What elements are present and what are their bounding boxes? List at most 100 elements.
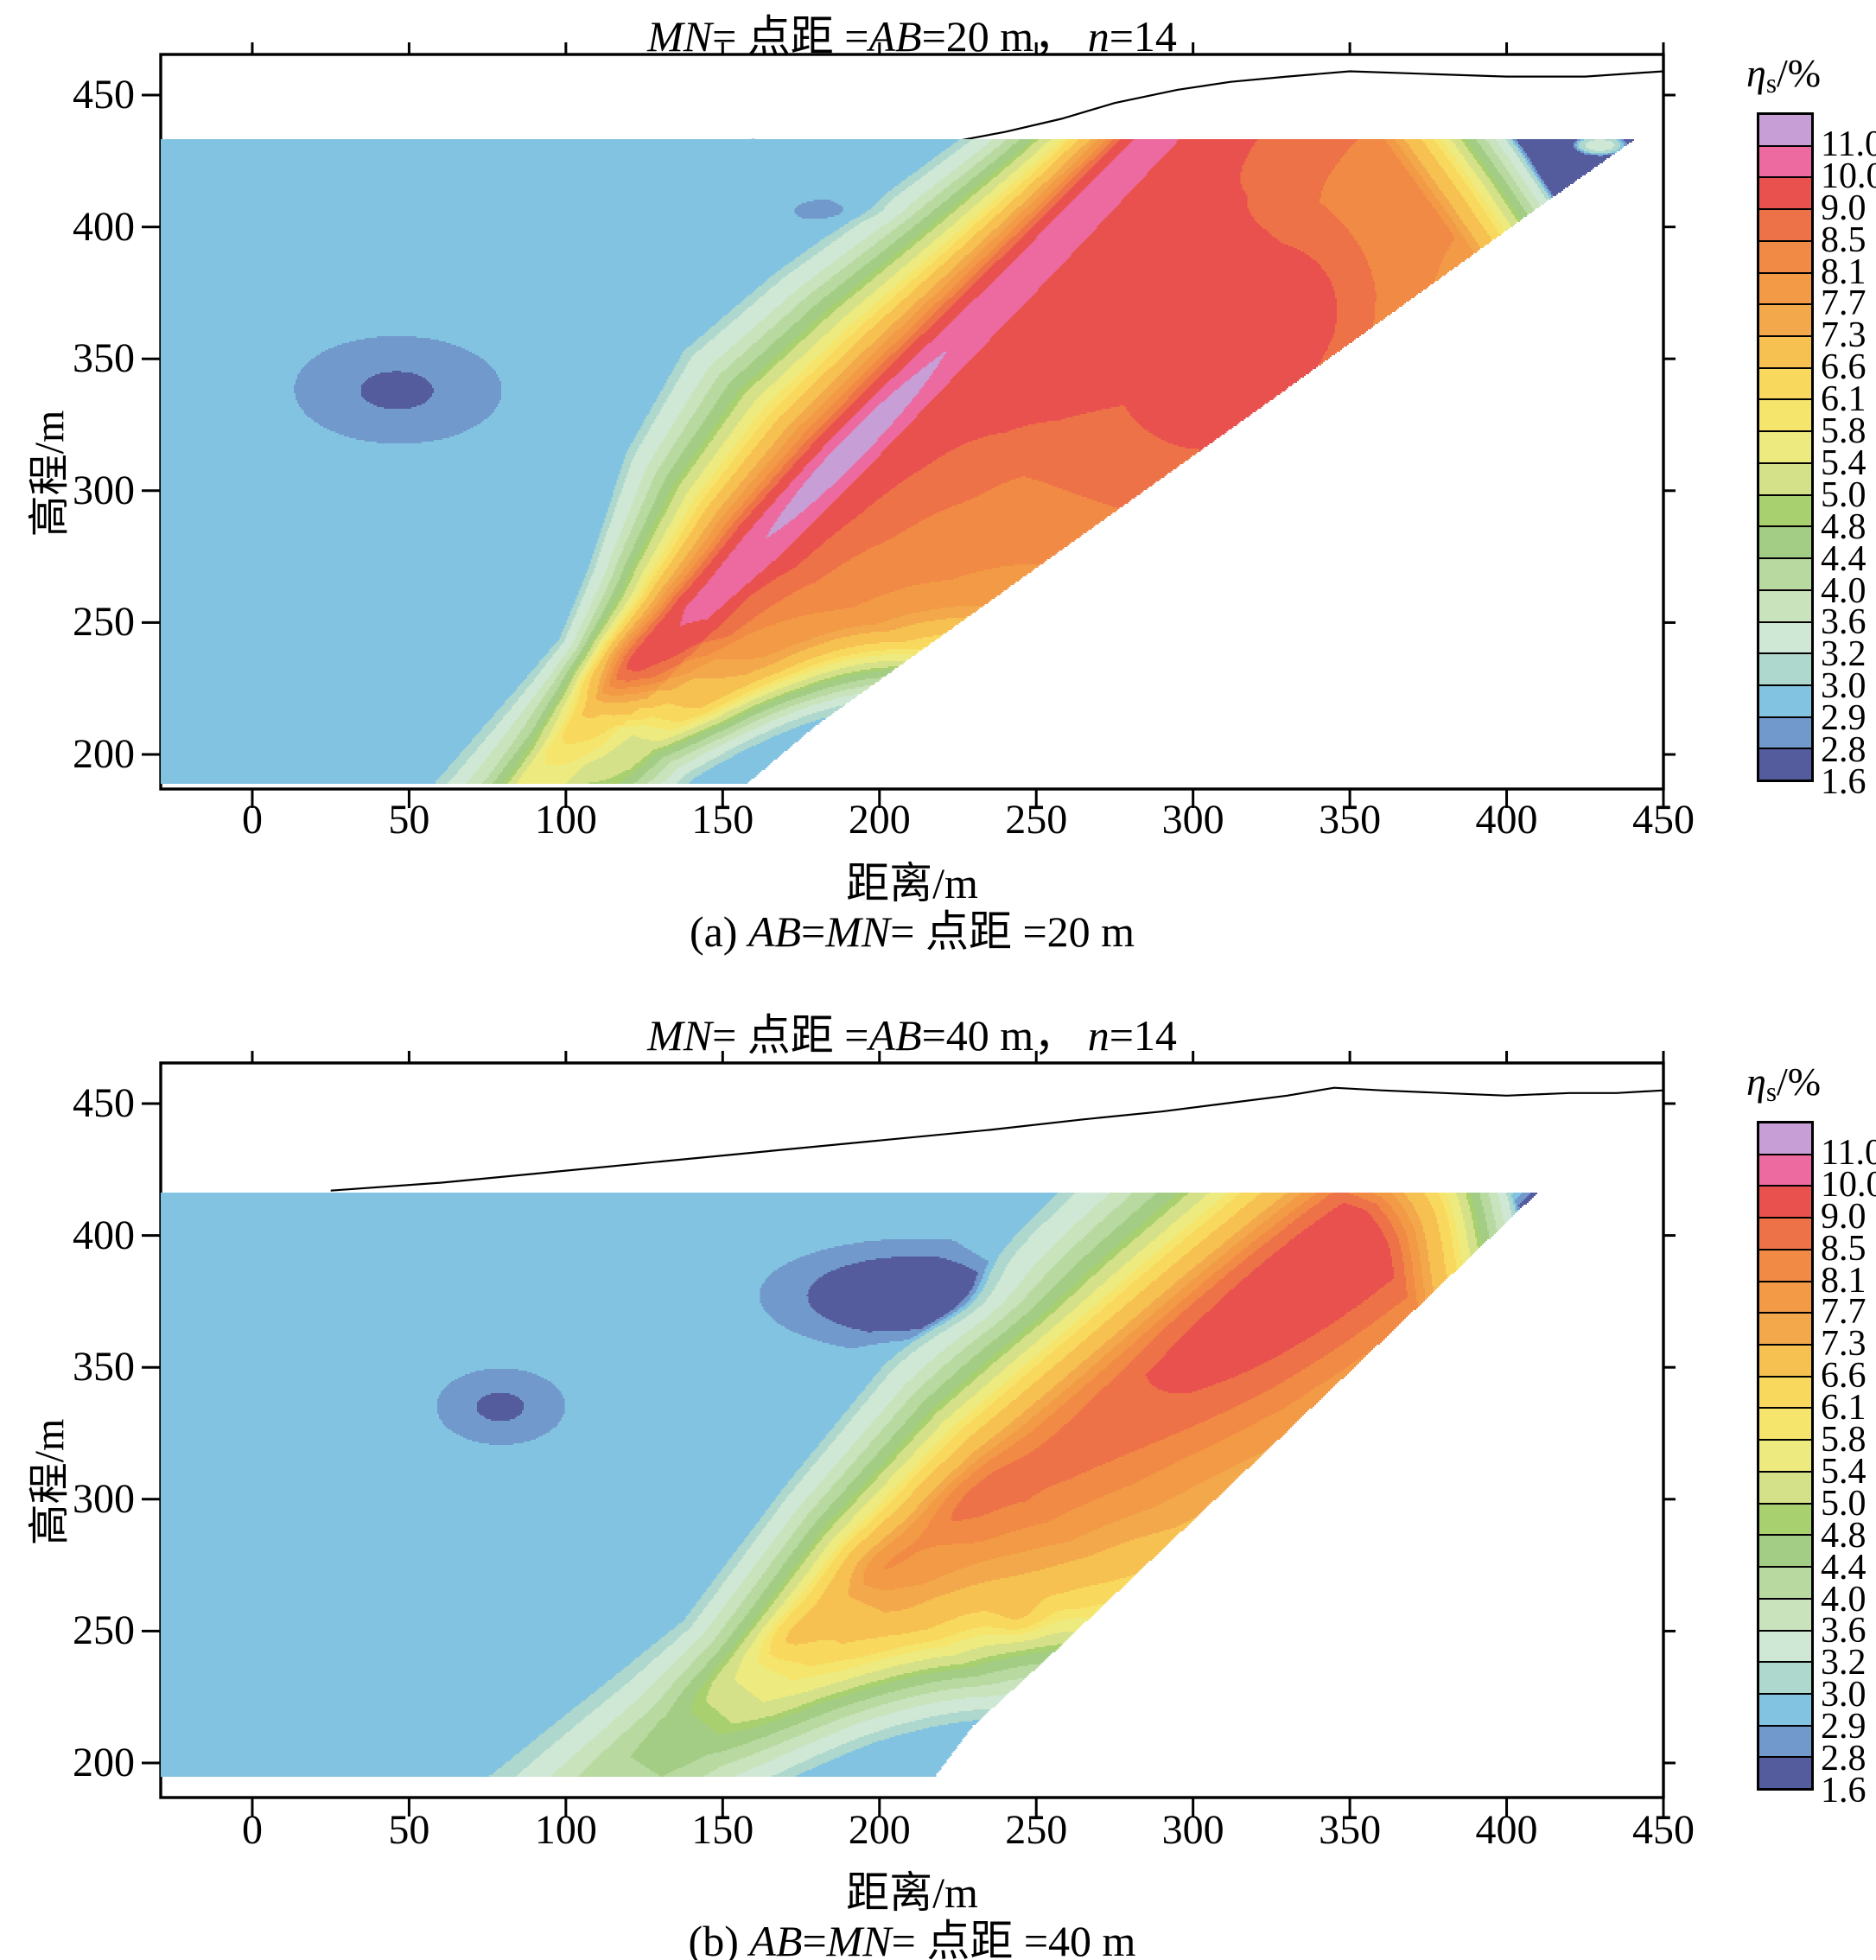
colorbar-band [1759,115,1811,145]
colorbar-band [1759,1566,1811,1598]
y-tick-label-b: 300 [73,1475,135,1522]
colorbar-tick-label-a: 4.4 [1821,538,1866,579]
colorbar-band [1759,1502,1811,1535]
x-tick-label-b: 50 [388,1807,430,1853]
x-tick-label-a: 300 [1161,797,1224,843]
x-tick-label-a: 400 [1475,797,1538,843]
colorbar-band [1759,271,1811,304]
x-tick-label-b: 250 [1005,1807,1068,1853]
colorbar-band [1759,620,1811,653]
colorbar-tick-label-b: 5.8 [1821,1420,1866,1460]
x-tick-label-a: 50 [388,797,430,843]
plot-a-title: MN= 点距 =AB=20 m， n=14 [647,2,1177,64]
colorbar-tick-label-b: 6.1 [1821,1388,1866,1429]
y-tick-label-a: 250 [73,599,135,646]
x-tick-label-a: 450 [1632,797,1695,843]
x-tick-label-a: 250 [1005,797,1068,843]
plot-b-title: MN= 点距 =AB=40 m， n=14 [647,1001,1177,1063]
text-segment: = 点距 =20 m [890,907,1135,956]
y-axis-label-a: 高程/m [27,410,73,538]
colorbar-tick-label-a: 7.7 [1821,283,1866,324]
colorbar-band [1759,652,1811,684]
colorbar-band [1759,1724,1811,1757]
y-tick-label-b: 400 [73,1212,135,1258]
colorbar-band [1759,1123,1811,1154]
colorbar-band [1759,1375,1811,1408]
text-segment: s [1765,68,1777,99]
text-segment: AB [747,907,802,956]
colorbar-tick-label-a: 4.8 [1821,506,1866,547]
x-tick-label-a: 150 [691,797,754,843]
colorbar-band [1759,461,1811,494]
colorbar-band [1759,493,1811,526]
colorbar-tick-label-a: 2.8 [1821,730,1866,771]
colorbar-tick-label-a: 5.8 [1821,411,1866,452]
colorbar-band [1759,1439,1811,1471]
colorbar-tick-label-b: 7.3 [1821,1324,1866,1365]
text-segment: MN [647,1011,713,1060]
x-tick-label-b: 450 [1632,1807,1695,1853]
x-tick-label-a: 100 [534,797,597,843]
colorbar-tick-label-a: 11.0 [1821,124,1876,164]
colorbar-tick-label-b: 8.5 [1821,1228,1866,1269]
x-tick-label-b: 200 [848,1807,911,1853]
colorbar-title-a: ηs/% [1746,50,1821,99]
colorbar-tick-label-b: 7.7 [1821,1292,1866,1333]
colorbar-band [1759,1280,1811,1313]
colorbar-tick-label-a: 5.4 [1821,442,1866,483]
colorbar-band [1759,176,1811,209]
y-axis-label-b: 高程/m [27,1418,73,1546]
text-segment: /% [1777,1060,1822,1104]
colorbar-band [1759,335,1811,367]
y-tick-label-b: 250 [73,1607,135,1654]
colorbar-band [1759,144,1811,177]
colorbar-band [1759,366,1811,399]
colorbar-band [1759,1217,1811,1249]
contour-canvas-a [161,54,1663,789]
colorbar-band [1759,1692,1811,1725]
colorbar-tick-label-a: 3.2 [1821,634,1866,675]
x-tick-label-a: 350 [1319,797,1382,843]
colorbar-band [1759,1661,1811,1693]
colorbar-tick-label-b: 4.4 [1821,1547,1866,1588]
colorbar-tick-label-b: 4.8 [1821,1515,1866,1556]
colorbar-tick-label-b: 5.4 [1821,1451,1866,1492]
colorbar-tick-label-a: 9.0 [1821,188,1866,228]
subplot-caption-b: (b) AB=MN= 点距 =40 m [689,1906,1136,1960]
colorbar-tick-label-a: 1.6 [1821,762,1866,802]
colorbar-band [1759,239,1811,272]
y-tick-label-a: 400 [73,203,135,250]
text-segment: s [1765,1077,1777,1108]
colorbar-tick-label-a: 2.9 [1821,698,1866,739]
colorbar-tick-label-a: 4.0 [1821,570,1866,611]
text-segment: (b) [688,1917,750,1960]
colorbar-band [1759,398,1811,431]
colorbar-a [1757,112,1814,782]
x-tick-label-b: 150 [691,1807,754,1853]
colorbar-tick-label-a: 3.6 [1821,602,1866,643]
colorbar-b [1757,1121,1814,1791]
colorbar-tick-label-b: 5.0 [1821,1483,1866,1524]
colorbar-tick-label-b: 11.0 [1821,1132,1876,1173]
x-axis-label-b: 距离/m [846,1868,978,1917]
colorbar-band [1759,1756,1811,1789]
text-segment: =40 m， [921,1011,1088,1060]
colorbar-band [1759,557,1811,589]
y-tick-label-b: 200 [73,1740,135,1785]
colorbar-band [1759,1248,1811,1281]
text-segment: η [1746,1060,1766,1104]
text-segment: η [1746,51,1766,95]
colorbar-band [1759,208,1811,240]
text-segment: AB [868,12,922,60]
colorbar-band [1759,1312,1811,1345]
colorbar-band [1759,1597,1811,1630]
colorbar-band [1759,1629,1811,1662]
x-tick-label-b: 400 [1475,1807,1538,1853]
y-tick-label-a: 200 [73,731,135,777]
y-tick-label-a: 300 [73,467,135,513]
text-segment: MN [825,907,891,956]
x-tick-label-b: 300 [1161,1807,1224,1853]
colorbar-band [1759,748,1811,780]
colorbar-tick-label-b: 3.6 [1821,1611,1866,1651]
